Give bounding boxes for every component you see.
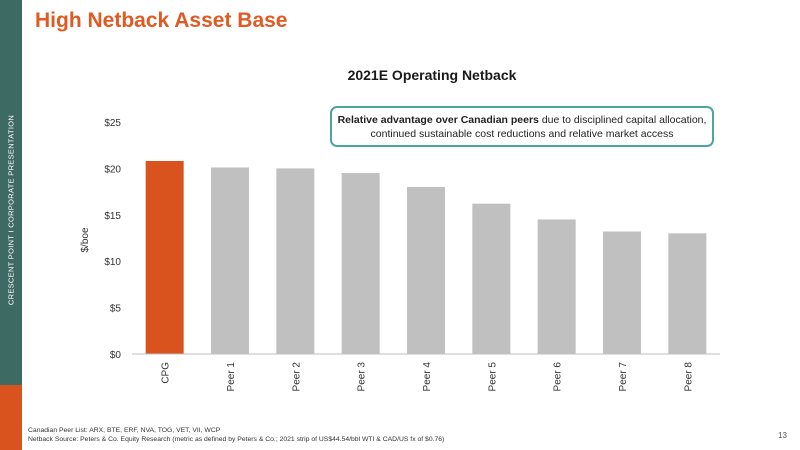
sidebar: CRESCENT POINT I CORPORATE PRESENTATION	[0, 0, 22, 450]
y-tick-label: $20	[104, 164, 121, 175]
y-tick-label: $10	[104, 257, 121, 268]
bar-peer-4	[407, 186, 445, 354]
bar-peer-8	[668, 233, 707, 354]
x-tick-label: Peer 4	[422, 362, 433, 392]
callout-text: due to disciplined capital allocation, c…	[370, 114, 707, 140]
x-tick-label: Peer 2	[291, 362, 302, 392]
x-tick-label: Peer 7	[618, 362, 629, 392]
bar-peer-6	[537, 219, 576, 354]
bar-peer-1	[211, 167, 249, 354]
y-tick-label: $0	[110, 350, 122, 361]
y-axis-ticks: $0 $5 $10 $15 $20 $25	[104, 118, 121, 361]
peer-list-footnote: Canadian Peer List: ARX, BTE, ERF, NVA, …	[28, 427, 221, 434]
sidebar-accent	[0, 385, 22, 450]
x-tick-label: Peer 3	[357, 362, 368, 392]
callout-box: Relative advantage over Canadian peers d…	[330, 106, 714, 147]
x-axis-ticks: CPG Peer 1 Peer 2 Peer 3 Peer 4 Peer 5 Peer 6 P…	[161, 362, 695, 392]
slide-title: High Netback Asset Base	[35, 9, 288, 32]
callout-bold: Relative advantage over Canadian peers	[337, 114, 539, 126]
source-footnote: Netback Source: Peters & Co. Equity Rese…	[28, 436, 445, 443]
page-number: 13	[778, 431, 787, 440]
bar-peer-5	[472, 203, 511, 354]
x-tick-label: Peer 1	[226, 362, 237, 392]
x-tick-label: Peer 6	[553, 362, 564, 392]
x-tick-label: CPG	[161, 362, 172, 384]
y-axis-label: $/boe	[80, 227, 91, 252]
y-tick-label: $15	[104, 211, 121, 222]
bar-peer-2	[276, 168, 315, 354]
chart-title: 2021E Operating Netback	[348, 67, 517, 83]
x-tick-label: Peer 8	[683, 362, 694, 392]
bar-peer-3	[341, 173, 380, 354]
y-tick-label: $5	[110, 304, 122, 315]
bar-peer-7	[603, 231, 641, 354]
bar-cpg	[145, 160, 184, 354]
bars	[145, 160, 707, 354]
x-tick-label: Peer 5	[487, 362, 498, 392]
y-tick-label: $25	[104, 118, 121, 129]
netback-chart: 2021E Operating Netback $/boe $0 $5 $10 $15…	[80, 67, 720, 392]
